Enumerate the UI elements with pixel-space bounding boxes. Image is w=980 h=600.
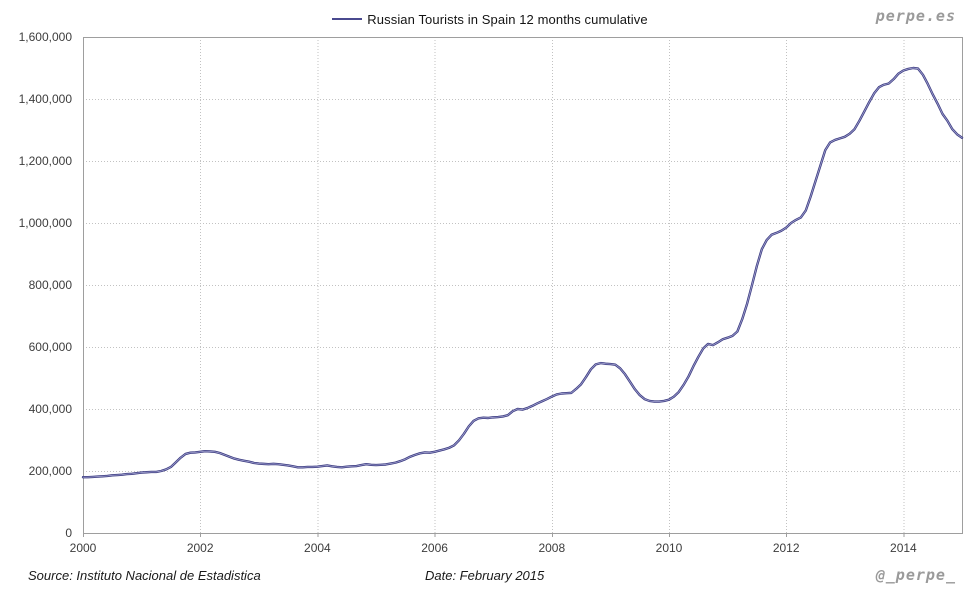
y-axis-label: 1,600,000	[18, 30, 72, 44]
series-line-highlight	[82, 67, 963, 478]
x-axis-label: 2006	[421, 541, 448, 555]
y-axis-label: 0	[65, 526, 72, 540]
x-axis-label: 2004	[304, 541, 331, 555]
y-axis-label: 1,200,000	[18, 154, 72, 168]
x-axis-label: 2000	[69, 541, 97, 555]
legend-series-label: Russian Tourists in Spain 12 months cumu…	[367, 11, 648, 27]
source-note: Source: Instituto Nacional de Estadistic…	[28, 568, 261, 583]
x-axis-label: 2012	[772, 541, 800, 555]
y-axis-label: 200,000	[28, 464, 72, 478]
legend: Russian Tourists in Spain 12 months cumu…	[0, 8, 980, 30]
series-line	[81, 66, 964, 479]
plot-border	[83, 37, 963, 534]
x-axis-label: 2002	[186, 541, 214, 555]
date-note: Date: February 2015	[425, 568, 545, 583]
y-axis-label: 1,000,000	[18, 216, 72, 230]
x-axis-label: 2008	[538, 541, 566, 555]
y-axis-label: 400,000	[28, 402, 72, 416]
legend-line-swatch	[332, 18, 363, 20]
y-axis-label: 600,000	[28, 340, 72, 354]
x-axis-label: 2014	[890, 541, 917, 555]
twitter-handle: @_perpe_	[875, 566, 956, 584]
y-axis-label: 800,000	[28, 278, 72, 292]
y-axis-label: 1,400,000	[18, 92, 72, 106]
site-logo: perpe.es	[875, 7, 956, 25]
x-axis-label: 2010	[655, 541, 683, 555]
